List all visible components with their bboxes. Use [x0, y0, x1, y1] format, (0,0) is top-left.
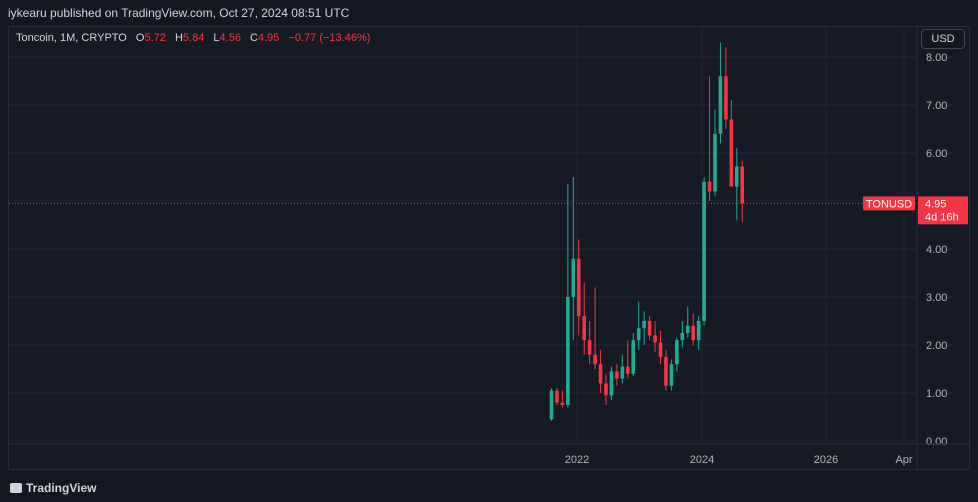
candle-body[interactable] [598, 364, 603, 384]
candle-body[interactable] [729, 119, 734, 187]
candle-body[interactable] [658, 342, 663, 357]
countdown-label: 4d 16h [925, 211, 959, 223]
footer-bar: TradingView [0, 474, 978, 502]
candle-body[interactable] [664, 357, 668, 386]
open-value: 5.72 [144, 32, 166, 44]
published-caption: iykearu published on TradingView.com, Oc… [8, 6, 350, 20]
low-value: 4.56 [219, 32, 241, 44]
y-tick-label: 3.00 [926, 292, 947, 304]
candle-body[interactable] [680, 333, 685, 341]
chart-frame[interactable] [8, 26, 970, 470]
symbol-label[interactable]: Toncoin, 1M, CRYPTO [16, 32, 127, 44]
candle-body[interactable] [582, 316, 586, 341]
candle-body[interactable] [740, 166, 745, 204]
candle-body[interactable] [609, 371, 614, 396]
candle-body[interactable] [560, 402, 565, 405]
low-label: L [213, 32, 220, 44]
symbol-tag-bg [863, 196, 915, 211]
ohlc-legend: Toncoin, 1M, CRYPTO O5.72 H5.84 L4.56 C4… [16, 32, 370, 44]
candle-body[interactable] [675, 340, 679, 365]
x-tick-label: 2022 [565, 454, 589, 466]
candle-body[interactable] [669, 364, 674, 386]
candle-body[interactable] [566, 297, 570, 405]
candle-body[interactable] [555, 390, 559, 403]
x-tick-label: Apr [895, 454, 912, 466]
candle-body[interactable] [587, 340, 592, 355]
candle-body[interactable] [642, 321, 646, 329]
candle-body[interactable] [691, 325, 695, 341]
currency-button[interactable]: USD [921, 29, 965, 49]
candle-body[interactable] [571, 258, 576, 297]
candle-body[interactable] [685, 325, 690, 333]
x-tick-label: 2026 [814, 454, 838, 466]
close-value: 4.95 [257, 32, 280, 44]
brand-logo[interactable]: TradingView [10, 481, 96, 495]
publish-bar: iykearu published on TradingView.com, Oc… [0, 0, 978, 26]
symbol-tag-label: TONUSD [866, 198, 912, 210]
y-tick-label: 1.00 [926, 388, 947, 400]
change-value: −0.77 (−13.46%) [288, 32, 371, 44]
y-tick-label: 2.00 [926, 340, 947, 352]
high-label: H [174, 32, 183, 44]
candle-body[interactable] [653, 335, 657, 343]
y-tick-label: 8.00 [926, 52, 947, 64]
candle-body[interactable] [593, 354, 597, 365]
candle-body[interactable] [647, 321, 652, 336]
open-label: O [135, 32, 145, 44]
candle-body[interactable] [549, 390, 554, 420]
y-tick-label: 4.00 [926, 244, 947, 256]
candle-body[interactable] [718, 76, 723, 134]
y-tick-label: 7.00 [926, 100, 947, 112]
high-value: 5.84 [182, 32, 205, 44]
candle-body[interactable] [636, 328, 641, 341]
candle-body[interactable] [626, 366, 630, 374]
candle-body[interactable] [735, 166, 739, 187]
candle-body[interactable] [615, 371, 619, 379]
candle-body[interactable] [620, 366, 625, 379]
candle-body[interactable] [713, 133, 717, 192]
x-tick-label: 2024 [690, 454, 714, 466]
price-tag-value: 4.95 [925, 198, 946, 210]
y-tick-label: 6.00 [926, 148, 947, 160]
y-tick-label: 0.00 [926, 436, 947, 448]
brand-name: TradingView [26, 481, 97, 495]
candle-body[interactable] [707, 181, 712, 192]
candle-body[interactable] [604, 383, 608, 396]
candle-body[interactable] [696, 321, 701, 341]
tradingview-logo-icon [10, 483, 22, 493]
price-tag-bg [918, 196, 968, 225]
candle-body[interactable] [724, 76, 728, 120]
close-label: C [250, 32, 258, 44]
candle-body[interactable] [631, 340, 636, 374]
candle-body[interactable] [576, 258, 581, 317]
candle-body[interactable] [702, 181, 706, 321]
